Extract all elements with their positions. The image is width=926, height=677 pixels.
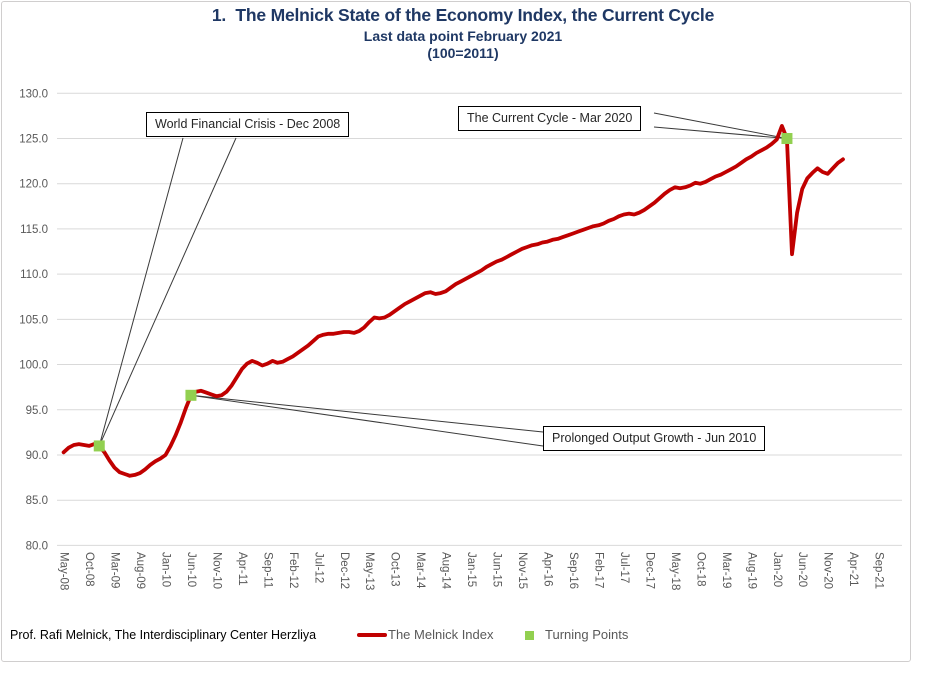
x-tick-label: Apr-11	[236, 552, 248, 586]
x-tick-label: Jun-15	[491, 552, 503, 587]
x-tick-label: Jul-17	[618, 552, 630, 583]
x-tick-label: Aug-19	[745, 552, 757, 589]
y-tick-label: 100.0	[19, 360, 48, 372]
x-tick-label: Jul-12	[312, 552, 324, 583]
chart-frame	[1, 1, 911, 662]
x-tick-label: Sep-11	[261, 552, 273, 588]
legend-turning-point-swatch	[525, 631, 534, 640]
legend-label-melnick-index: The Melnick Index	[388, 627, 494, 642]
x-tick-label: Mar-09	[109, 552, 121, 588]
x-tick-label: Sep-16	[567, 552, 579, 589]
y-tick-label: 130.0	[19, 88, 48, 100]
x-tick-label: Jan-20	[771, 552, 783, 587]
legend-label-turning-points: Turning Points	[545, 627, 629, 642]
x-tick-label: Oct-08	[83, 552, 95, 587]
y-tick-label: 90.0	[26, 450, 48, 462]
title-block: 1. The Melnick State of the Economy Inde…	[0, 5, 926, 61]
x-tick-label: Jan-15	[465, 552, 477, 587]
x-tick-label: Dec-17	[643, 552, 655, 589]
annotation-world-financial-crisis: World Financial Crisis - Dec 2008	[146, 112, 350, 137]
x-tick-label: Mar-19	[720, 552, 732, 588]
x-tick-label: Oct-13	[389, 552, 401, 587]
annotation-leader-line	[653, 112, 788, 140]
author-credit: Prof. Rafi Melnick, The Interdisciplinar…	[10, 628, 317, 642]
y-tick-label: 95.0	[26, 405, 48, 417]
chart-subtitle: Last data point February 2021	[363, 28, 563, 44]
x-tick-label: Nov-10	[210, 552, 222, 589]
annotation-leader-line	[190, 394, 544, 433]
x-tick-label: Apr-16	[542, 552, 554, 587]
chart-title: 1. The Melnick State of the Economy Inde…	[211, 5, 715, 25]
melnick-index-line	[61, 124, 845, 478]
x-tick-label: Jun-10	[185, 552, 197, 587]
x-tick-label: Mar-14	[414, 552, 426, 589]
y-tick-label: 80.0	[26, 540, 48, 552]
y-tick-label: 110.0	[20, 269, 48, 281]
x-tick-label: Feb-17	[592, 552, 604, 588]
annotation-prolonged-output-growth: Prolonged Output Growth - Jun 2010	[543, 426, 766, 451]
x-tick-label: Aug-09	[134, 552, 146, 589]
annotation-leader-line	[98, 137, 184, 447]
turning-point-marker	[185, 389, 197, 401]
x-tick-label: May-18	[669, 552, 681, 590]
x-tick-label: Jun-20	[796, 552, 808, 587]
y-tick-label: 105.0	[19, 314, 48, 326]
x-tick-label: Nov-15	[516, 552, 528, 589]
y-tick-label: 85.0	[26, 495, 48, 507]
x-tick-label: Aug-14	[440, 552, 452, 590]
x-tick-label: May-13	[363, 552, 375, 590]
x-tick-label: Jan-10	[159, 552, 171, 587]
y-tick-label: 125.0	[19, 134, 48, 146]
y-tick-label: 115.0	[20, 224, 48, 236]
annotation-leader-line	[190, 394, 544, 447]
chart-base-note: (100=2011)	[427, 45, 499, 61]
legend-line-swatch	[357, 633, 387, 637]
turning-point-marker	[93, 440, 105, 452]
x-tick-label: Dec-12	[338, 552, 350, 589]
annotation-leader-line	[98, 137, 237, 447]
x-tick-label: Oct-18	[694, 552, 706, 587]
x-tick-label: Nov-20	[822, 552, 834, 589]
x-tick-label: Sep-21	[873, 552, 885, 589]
annotation-leader-line	[653, 126, 787, 140]
x-tick-label: Feb-12	[287, 552, 299, 588]
turning-point-marker	[781, 133, 793, 145]
annotation-current-cycle: The Current Cycle - Mar 2020	[458, 106, 642, 131]
x-tick-label: Apr-21	[847, 552, 859, 587]
y-tick-label: 120.0	[19, 179, 48, 191]
x-tick-label: May-08	[58, 552, 70, 590]
